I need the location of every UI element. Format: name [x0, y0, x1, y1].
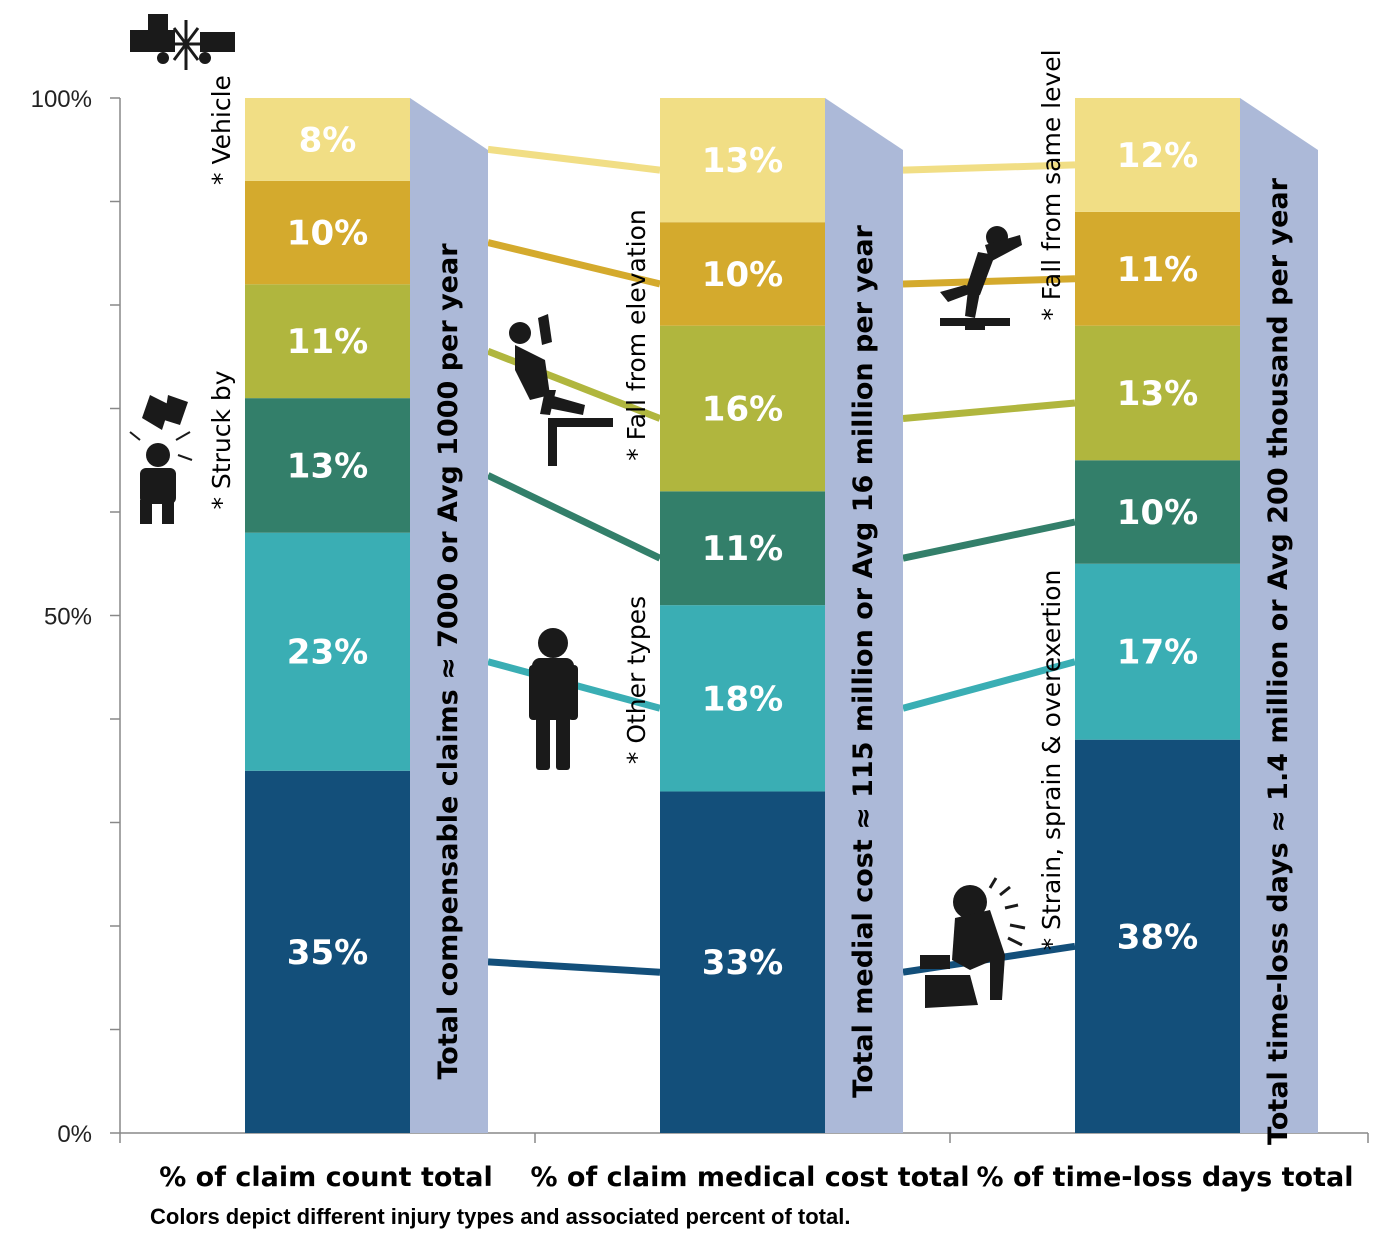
total-label: Total compensable claims ≈ 7000 or Avg 1…	[433, 243, 464, 1080]
data-label: 38%	[1117, 917, 1198, 957]
bar-segment	[245, 98, 410, 181]
data-label: 10%	[1117, 493, 1198, 533]
data-label: 13%	[1117, 374, 1198, 414]
stacked-bar-chart: 0% 50% 100% % of claim count total % of clai…	[31, 14, 1369, 1193]
total-side-panel	[825, 98, 903, 1133]
data-label: 35%	[287, 933, 368, 973]
total-side-panel	[1240, 98, 1318, 1133]
injury-type-label: * Fall from elevation	[622, 209, 651, 461]
injury-type-label: * Strain, sprain & overexertion	[1037, 570, 1066, 951]
connector-line	[902, 275, 1076, 288]
data-label: 11%	[287, 322, 368, 362]
bar-segment	[660, 222, 825, 326]
injury-type-label: * Other types	[622, 596, 651, 764]
total-label: Total medial cost ≈ 115 million or Avg 1…	[848, 224, 879, 1097]
injury-type-label: * Vehicle	[207, 75, 236, 185]
other-types-person-icon	[529, 628, 578, 770]
bar-segment	[660, 791, 825, 1133]
y-axis: 0% 50% 100% % of claim count total % of clai…	[31, 86, 1369, 1193]
vehicle-crash-icon	[130, 14, 235, 70]
bar-segment	[1075, 98, 1240, 212]
bar-segment	[245, 180, 410, 285]
fall-same-level-icon	[940, 226, 1022, 330]
bar-segment	[1075, 211, 1240, 326]
connector-line	[902, 658, 1076, 712]
bar-segment	[245, 284, 410, 399]
data-label: 23%	[287, 633, 368, 673]
injury-type-label: * Fall from same level	[1037, 49, 1066, 320]
bar-segment	[1075, 563, 1240, 740]
bar-segment	[660, 325, 825, 492]
struck-by-icon	[129, 395, 193, 524]
bar-segment	[660, 605, 825, 792]
connector-line	[486, 472, 662, 562]
data-label: 8%	[299, 120, 357, 160]
bar-segment	[245, 398, 410, 533]
data-label: 16%	[702, 390, 783, 430]
x-tick-label: % of time-loss days total	[977, 1162, 1354, 1193]
bar-segment	[1075, 325, 1240, 461]
y-tick-label: 50%	[44, 604, 92, 631]
strain-overexertion-icon	[920, 877, 1026, 1008]
x-tick-label: % of claim medical cost total	[530, 1162, 969, 1193]
total-side-panel	[410, 98, 488, 1133]
x-tick-label: % of claim count total	[159, 1162, 493, 1193]
value-labels: 35% 23% 13% 11% 10% 8% Total compensable claim…	[207, 49, 1294, 1145]
injury-type-label: * Struck by	[207, 370, 236, 509]
fall-from-elevation-icon	[509, 314, 613, 466]
data-label: 11%	[1117, 250, 1198, 290]
y-tick-label: 100%	[31, 86, 92, 113]
connector-line	[487, 239, 661, 288]
data-label: 17%	[1117, 633, 1198, 673]
connector-line	[902, 399, 1076, 422]
data-label: 13%	[702, 141, 783, 181]
total-label: Total time-loss days ≈ 1.4 million or Av…	[1263, 177, 1294, 1145]
chart-caption: Colors depict different injury types and…	[150, 1204, 851, 1229]
bar-segment	[660, 98, 825, 223]
data-label: 12%	[1117, 136, 1198, 176]
data-label: 10%	[287, 214, 368, 254]
data-label: 18%	[702, 679, 783, 719]
data-label: 11%	[702, 529, 783, 569]
bar-segment	[1075, 460, 1240, 564]
bar-segment	[660, 491, 825, 606]
connector-line	[902, 161, 1076, 174]
connector-line	[487, 145, 661, 174]
connector-line	[902, 518, 1076, 562]
data-label: 33%	[702, 943, 783, 983]
bar-segment	[1075, 739, 1240, 1133]
y-tick-label: 0%	[57, 1121, 92, 1148]
bar-segment	[245, 532, 410, 771]
bars	[245, 98, 1318, 1133]
bar-segment	[245, 770, 410, 1133]
connector-line	[487, 958, 661, 976]
data-label: 13%	[287, 446, 368, 486]
data-label: 10%	[702, 255, 783, 295]
